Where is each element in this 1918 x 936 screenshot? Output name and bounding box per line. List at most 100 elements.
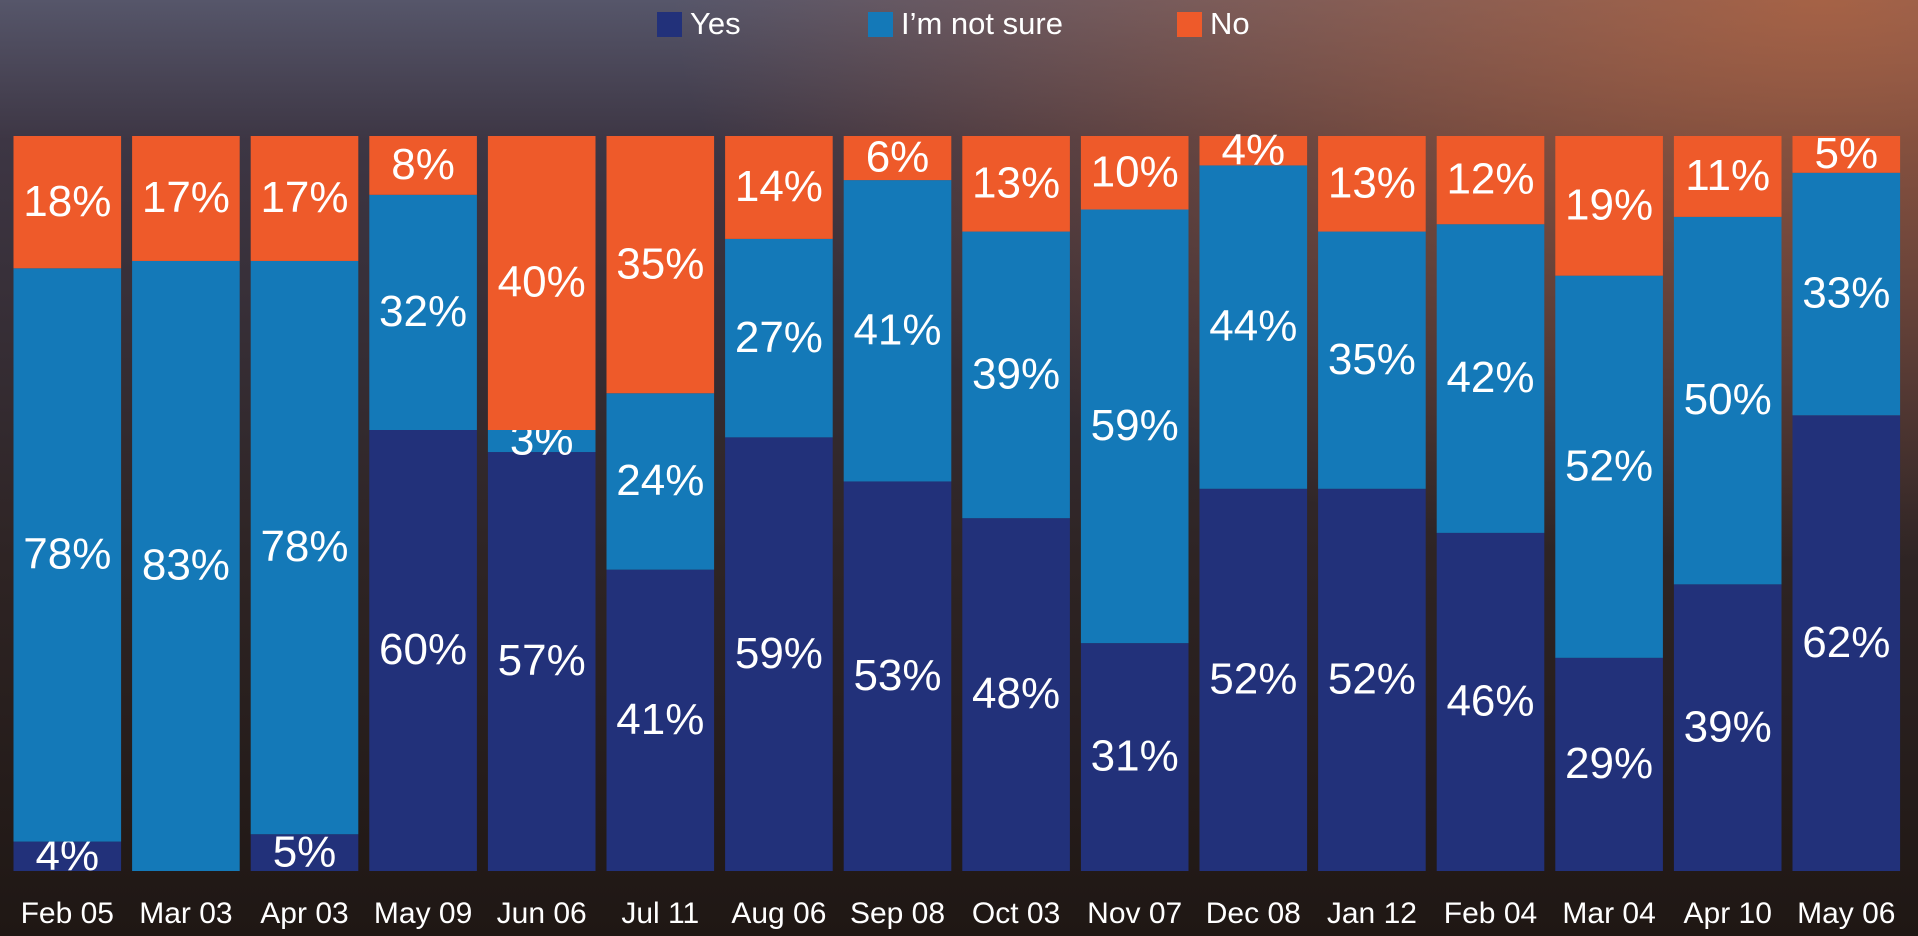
value-label: 8% [391, 140, 455, 189]
value-label: 59% [1091, 401, 1179, 450]
bar-segment [250, 834, 359, 871]
value-label: 27% [735, 313, 823, 362]
value-label: 31% [1091, 732, 1179, 781]
value-label: 52% [1565, 441, 1653, 490]
x-tick-label: Jun 06 [497, 897, 587, 930]
value-label: 24% [616, 456, 704, 505]
bar-segment [725, 238, 833, 438]
bar-segment [132, 260, 240, 871]
value-label: 41% [853, 305, 941, 354]
value-label: 13% [972, 158, 1060, 207]
value-label: 57% [498, 636, 586, 685]
bar-segment [606, 569, 715, 871]
value-label: 60% [379, 625, 467, 674]
legend-swatch [868, 12, 893, 37]
value-label: 78% [260, 522, 348, 571]
value-label: 33% [1802, 269, 1890, 318]
x-tick-label: Feb 04 [1444, 897, 1537, 930]
value-label: 13% [1328, 158, 1416, 207]
value-label: 35% [1328, 335, 1416, 384]
value-label: 39% [972, 350, 1060, 399]
value-label: 29% [1565, 739, 1653, 788]
legend-swatch [657, 12, 682, 37]
bar-segment [250, 136, 359, 261]
bar-segment [487, 136, 596, 430]
value-label: 4% [1222, 125, 1286, 174]
bar-segment [1080, 643, 1189, 871]
value-label: 53% [853, 651, 941, 700]
bar-segment [1318, 231, 1426, 489]
bar-segment [1555, 275, 1663, 658]
bar-segment [843, 180, 952, 482]
value-label: 17% [260, 173, 348, 222]
legend-label: I’m not sure [901, 6, 1063, 41]
bar-segment [1673, 136, 1782, 217]
value-label: 48% [972, 669, 1060, 718]
bar-segment [1555, 657, 1663, 871]
x-tick-label: Jul 11 [621, 897, 699, 930]
bar-segment [725, 437, 833, 871]
value-label: 11% [1685, 151, 1770, 200]
value-label: 18% [23, 177, 111, 226]
value-label: 59% [735, 629, 823, 678]
bar-segment [13, 268, 122, 842]
bar-segment [1199, 488, 1308, 871]
value-label: 14% [735, 162, 823, 211]
value-label: 10% [1091, 147, 1179, 196]
x-tick-label: Nov 07 [1087, 897, 1182, 930]
x-tick-label: Feb 05 [21, 897, 114, 930]
bar-segment [606, 393, 715, 570]
bar-segment [606, 136, 715, 394]
bar-segment [369, 136, 477, 195]
bar-segment [1673, 216, 1782, 585]
bar-segment [1436, 136, 1545, 225]
x-tick-label: Apr 03 [260, 897, 348, 930]
value-label: 12% [1446, 155, 1534, 204]
x-tick-label: May 06 [1797, 897, 1895, 930]
value-label: 83% [142, 541, 230, 590]
bar-segment [1792, 172, 1901, 416]
x-tick-label: Dec 08 [1206, 897, 1301, 930]
value-label: 52% [1328, 655, 1416, 704]
value-label: 35% [616, 239, 704, 288]
bar-segment [250, 260, 359, 835]
bar-segment [1080, 136, 1189, 210]
bar-segment [843, 136, 952, 181]
value-label: 41% [616, 695, 704, 744]
bar-segment [13, 136, 122, 269]
bar-segment [1318, 136, 1426, 232]
x-tick-label: Jan 12 [1327, 897, 1417, 930]
bar-segment [487, 452, 596, 871]
legend-label: Yes [690, 6, 741, 41]
legend-label: No [1210, 6, 1250, 41]
bar-segment [1199, 136, 1308, 166]
bar-segment [369, 430, 477, 871]
value-label: 40% [498, 258, 586, 307]
value-label: 39% [1684, 702, 1772, 751]
legend-swatch [1177, 12, 1202, 37]
bar-segment [843, 481, 952, 871]
bar-segment [369, 194, 477, 430]
value-label: 50% [1684, 375, 1772, 424]
value-label: 17% [142, 173, 230, 222]
value-label: 44% [1209, 302, 1297, 351]
x-tick-label: Oct 03 [972, 897, 1060, 930]
value-label: 78% [23, 530, 111, 579]
x-tick-label: Sep 08 [850, 897, 945, 930]
value-label: 19% [1565, 180, 1653, 229]
value-label: 52% [1209, 655, 1297, 704]
bar-segment [962, 518, 1070, 871]
x-tick-label: Apr 10 [1684, 897, 1772, 930]
bar-segment [962, 136, 1070, 232]
bar-segment [962, 231, 1070, 519]
bar-segment [1555, 136, 1663, 276]
x-tick-label: Aug 06 [731, 897, 826, 930]
x-tick-label: May 09 [374, 897, 472, 930]
value-label: 62% [1802, 618, 1890, 667]
bar-segment [13, 841, 122, 871]
bar-segment [132, 136, 240, 261]
value-label: 5% [1815, 129, 1879, 178]
bar-segment [487, 430, 596, 453]
